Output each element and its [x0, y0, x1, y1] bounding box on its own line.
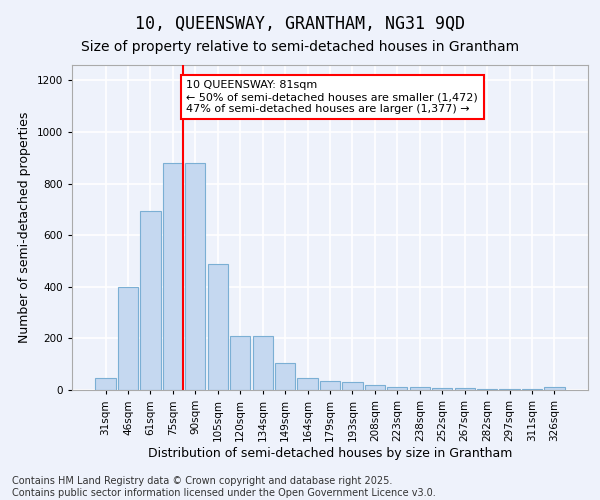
Bar: [298, 378, 317, 390]
Text: Contains HM Land Registry data © Crown copyright and database right 2025.
Contai: Contains HM Land Registry data © Crown c…: [12, 476, 436, 498]
Bar: [544, 388, 565, 390]
Y-axis label: Number of semi-detached properties: Number of semi-detached properties: [18, 112, 31, 343]
Bar: [253, 336, 273, 390]
X-axis label: Distribution of semi-detached houses by size in Grantham: Distribution of semi-detached houses by …: [148, 446, 512, 460]
Bar: [455, 388, 475, 390]
Bar: [275, 363, 295, 390]
Bar: [432, 388, 452, 390]
Bar: [410, 387, 430, 390]
Bar: [499, 388, 520, 390]
Bar: [343, 382, 362, 390]
Bar: [365, 385, 385, 390]
Bar: [230, 336, 250, 390]
Bar: [522, 388, 542, 390]
Bar: [477, 388, 497, 390]
Bar: [140, 210, 161, 390]
Bar: [163, 163, 183, 390]
Bar: [185, 163, 205, 390]
Text: 10, QUEENSWAY, GRANTHAM, NG31 9QD: 10, QUEENSWAY, GRANTHAM, NG31 9QD: [135, 15, 465, 33]
Text: Size of property relative to semi-detached houses in Grantham: Size of property relative to semi-detach…: [81, 40, 519, 54]
Bar: [320, 381, 340, 390]
Text: 10 QUEENSWAY: 81sqm
← 50% of semi-detached houses are smaller (1,472)
47% of sem: 10 QUEENSWAY: 81sqm ← 50% of semi-detach…: [187, 80, 478, 114]
Bar: [95, 378, 116, 390]
Bar: [118, 287, 138, 390]
Bar: [208, 264, 228, 390]
Bar: [387, 387, 407, 390]
